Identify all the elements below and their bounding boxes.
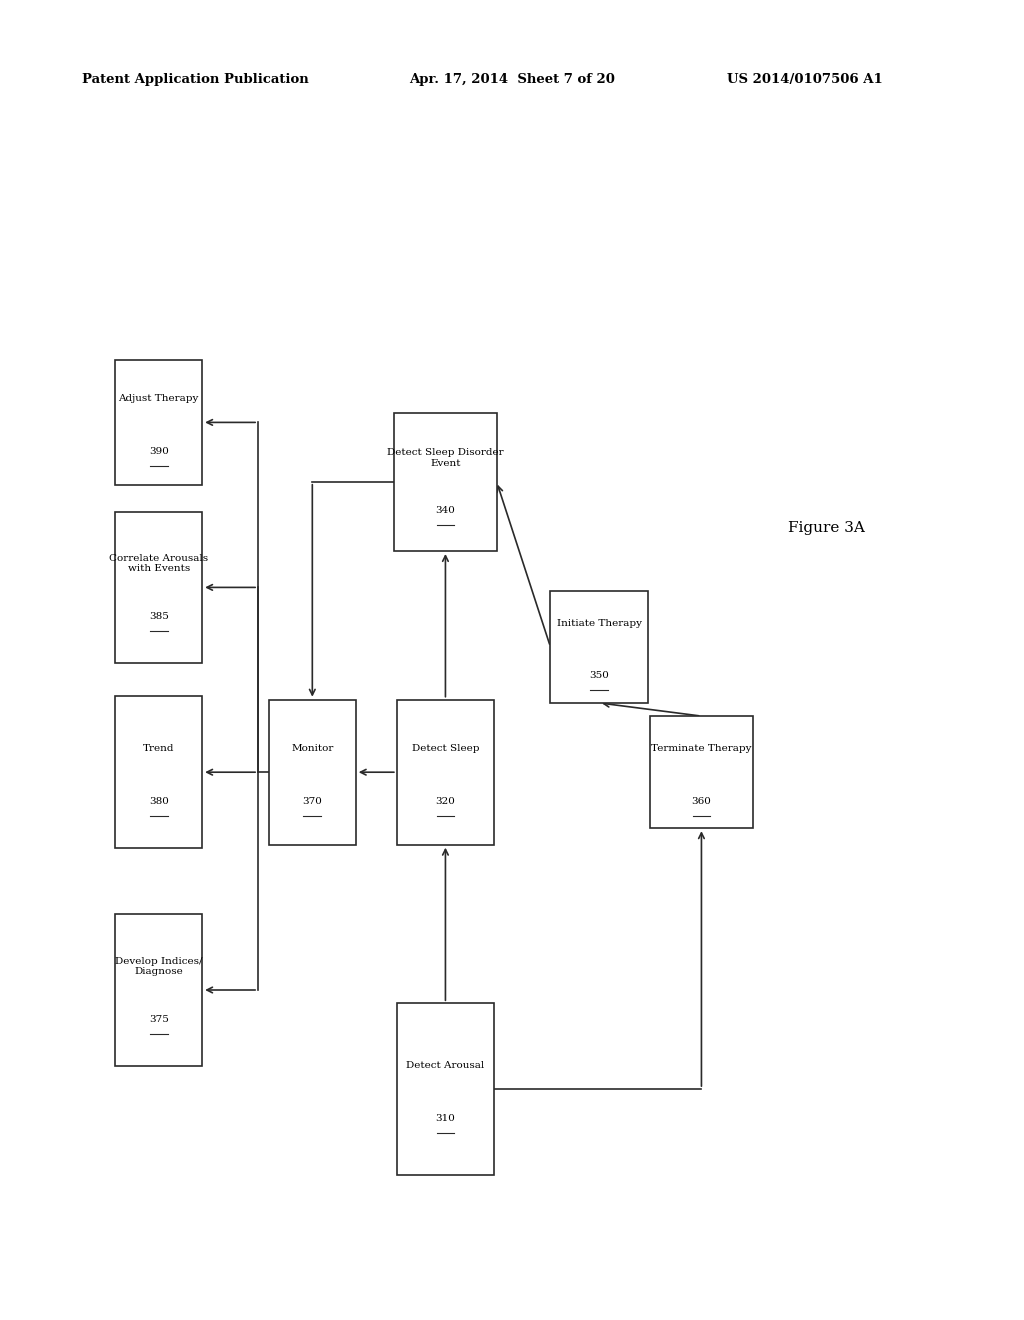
Text: 375: 375: [148, 1015, 169, 1023]
Text: 370: 370: [302, 797, 323, 805]
Text: Figure 3A: Figure 3A: [788, 521, 865, 535]
Text: Terminate Therapy: Terminate Therapy: [651, 744, 752, 752]
Text: 380: 380: [148, 797, 169, 805]
Text: 385: 385: [148, 612, 169, 620]
Bar: [115, 913, 203, 1067]
Text: Trend: Trend: [143, 744, 174, 752]
Bar: [394, 412, 497, 552]
Bar: [268, 700, 356, 845]
Text: Initiate Therapy: Initiate Therapy: [556, 619, 642, 627]
Text: US 2014/0107506 A1: US 2014/0107506 A1: [727, 73, 883, 86]
Text: 360: 360: [691, 797, 712, 805]
Text: Patent Application Publication: Patent Application Publication: [82, 73, 308, 86]
Text: 350: 350: [589, 672, 609, 680]
Bar: [397, 1003, 495, 1175]
Bar: [115, 359, 203, 484]
Bar: [115, 697, 203, 849]
Text: 310: 310: [435, 1114, 456, 1122]
Text: Detect Sleep Disorder
Event: Detect Sleep Disorder Event: [387, 449, 504, 467]
Bar: [397, 700, 495, 845]
Text: Monitor: Monitor: [291, 744, 334, 752]
Bar: [650, 715, 753, 829]
Bar: [551, 591, 647, 702]
Bar: [115, 511, 203, 663]
Text: Apr. 17, 2014  Sheet 7 of 20: Apr. 17, 2014 Sheet 7 of 20: [410, 73, 615, 86]
Text: Develop Indices/
Diagnose: Develop Indices/ Diagnose: [115, 957, 203, 975]
Text: Correlate Arousals
with Events: Correlate Arousals with Events: [110, 554, 208, 573]
Text: Detect Arousal: Detect Arousal: [407, 1061, 484, 1069]
Text: 390: 390: [148, 447, 169, 455]
Text: 340: 340: [435, 507, 456, 515]
Text: Detect Sleep: Detect Sleep: [412, 744, 479, 752]
Text: 320: 320: [435, 797, 456, 805]
Text: Adjust Therapy: Adjust Therapy: [119, 395, 199, 403]
